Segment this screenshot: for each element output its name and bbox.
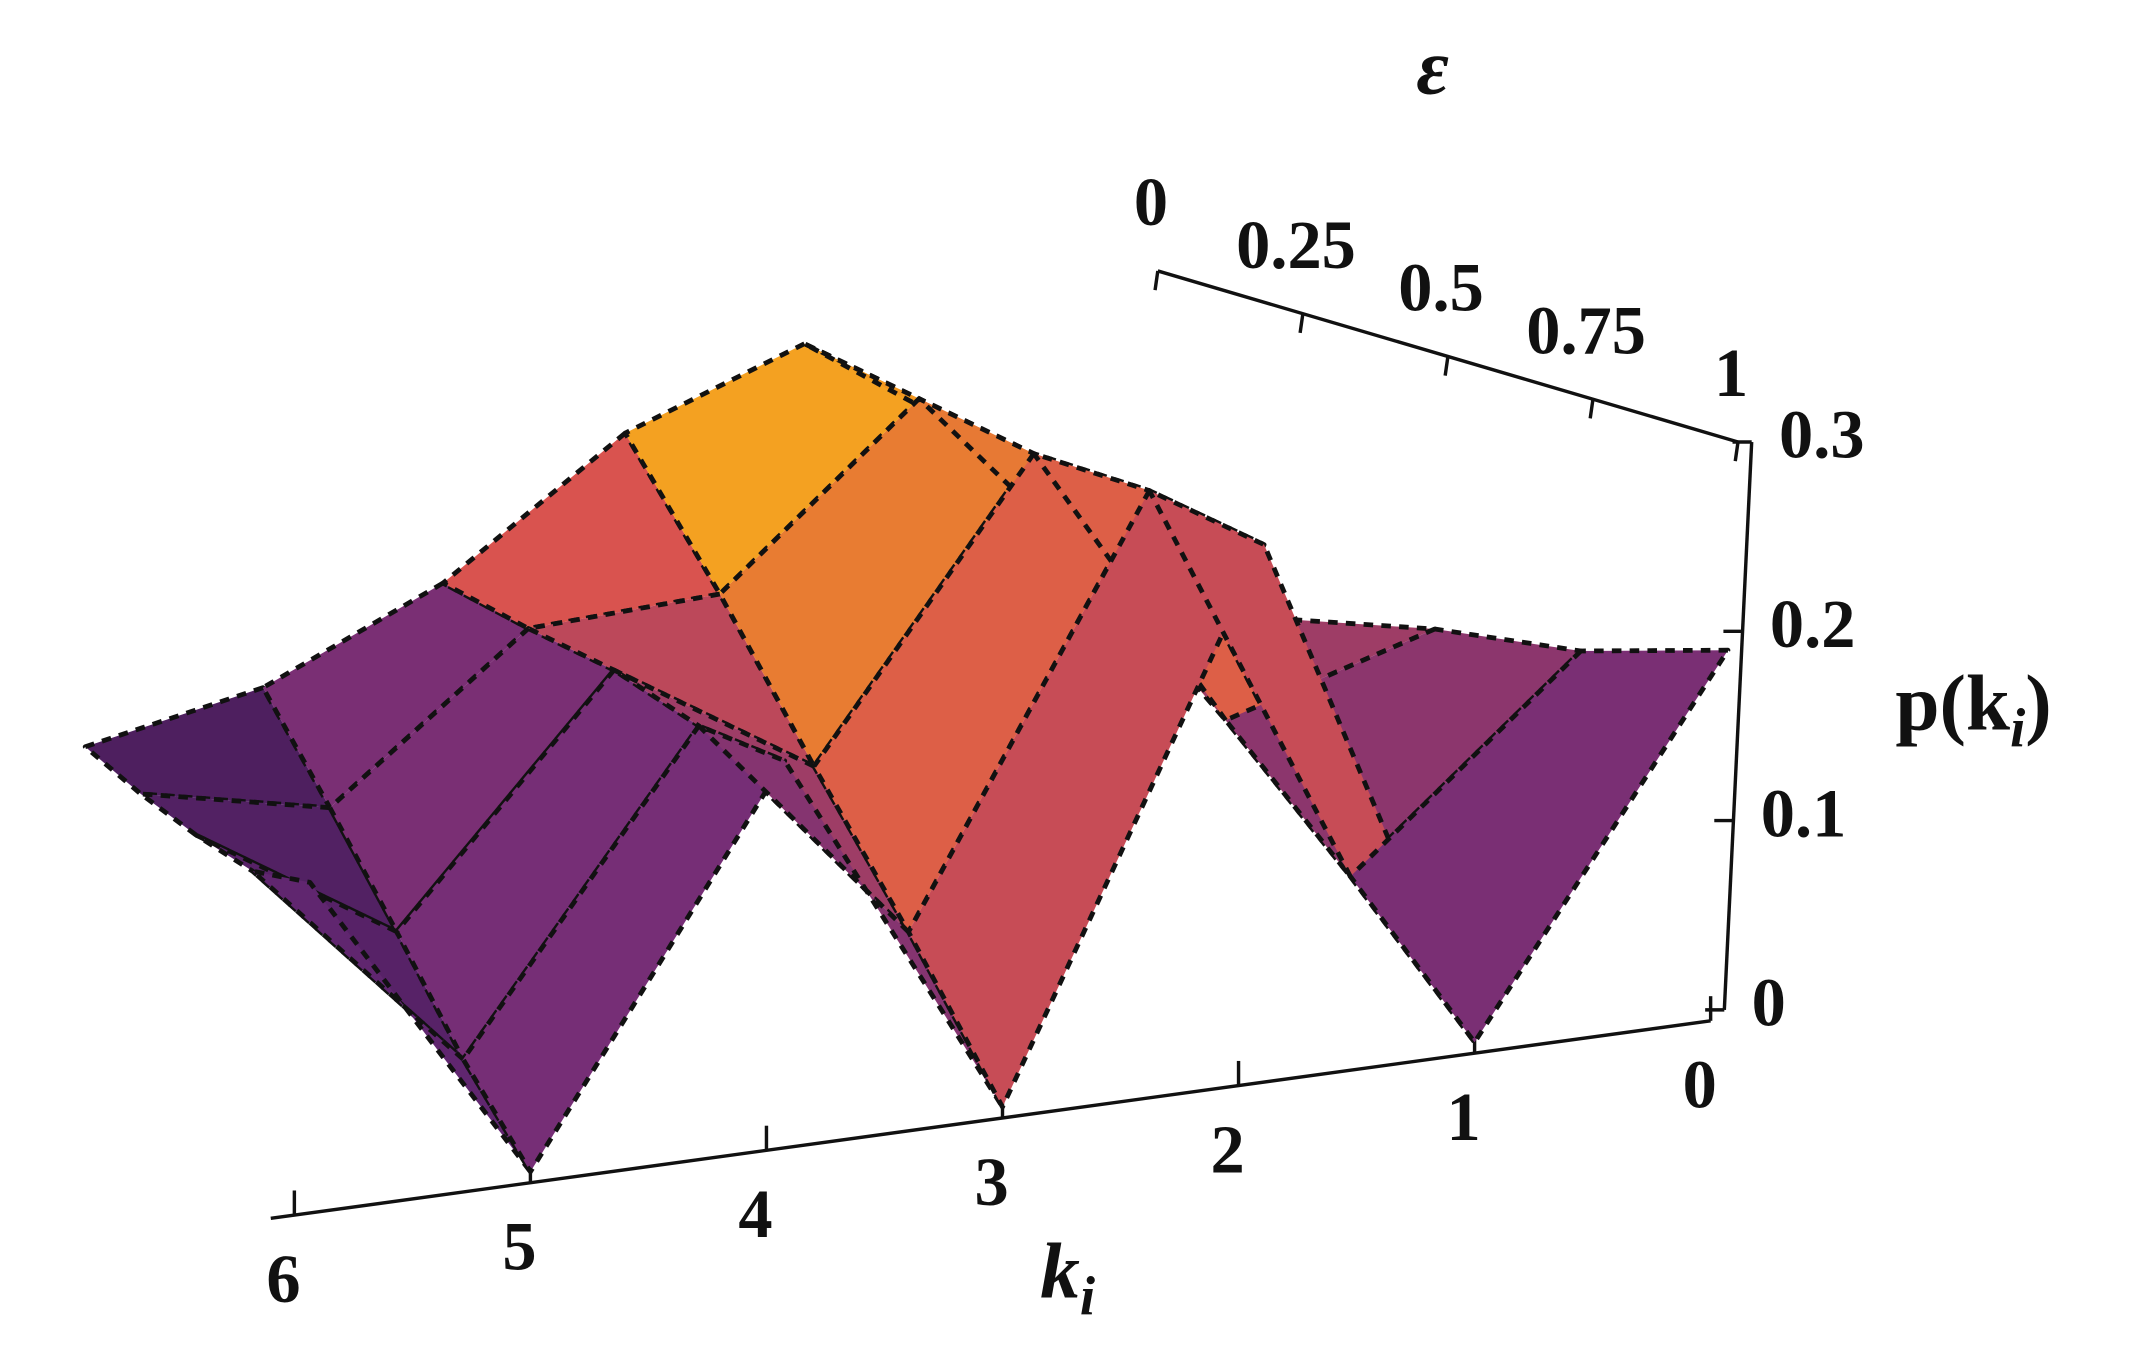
x-tick-label: 2 bbox=[1210, 1111, 1244, 1187]
y-tick-label: 1 bbox=[1714, 335, 1748, 411]
surface-patch bbox=[250, 868, 533, 1175]
x-tick-label: 1 bbox=[1447, 1079, 1481, 1155]
z-axis-line bbox=[1722, 441, 1754, 1010]
z-tick-label: 0.2 bbox=[1770, 586, 1856, 662]
x-label-main: k bbox=[1040, 1228, 1080, 1316]
x-label-sub: i bbox=[1080, 1265, 1095, 1326]
z-tick-label: 0.3 bbox=[1779, 397, 1865, 473]
z-tick-label: 0 bbox=[1752, 965, 1786, 1041]
x-tick-label: 3 bbox=[974, 1144, 1008, 1220]
y-axis-label: ε bbox=[1416, 23, 1449, 111]
x-axis-label: ki bbox=[1040, 1228, 1095, 1326]
z-label-main: p(k bbox=[1895, 660, 2011, 748]
z-axis-label: p(ki) bbox=[1895, 660, 2051, 758]
y-tick bbox=[1153, 270, 1160, 291]
surface-patch bbox=[138, 791, 400, 935]
y-tick-label: 0.75 bbox=[1526, 292, 1646, 368]
y-tick-label: 0.5 bbox=[1398, 250, 1484, 326]
surface-patch bbox=[622, 341, 922, 597]
x-tick-label: 5 bbox=[502, 1209, 536, 1285]
surface-patch bbox=[906, 488, 1267, 1110]
y-tick-label: 0 bbox=[1134, 164, 1168, 240]
y-tick bbox=[1588, 398, 1595, 419]
surface-patch bbox=[1347, 647, 1731, 1045]
surface-patch bbox=[327, 626, 617, 935]
surface-patch bbox=[82, 685, 333, 811]
y-tick bbox=[1733, 441, 1740, 462]
y-tick bbox=[1298, 313, 1305, 334]
surface-patch bbox=[717, 396, 1037, 769]
z-tick-label: 0.1 bbox=[1761, 775, 1847, 851]
z-label-end: ) bbox=[2025, 660, 2051, 748]
y-tick bbox=[1443, 356, 1450, 376]
x-axis-line bbox=[270, 1019, 1711, 1221]
y-tick-label: 0.25 bbox=[1236, 207, 1356, 283]
z-label-sub: i bbox=[2010, 697, 2025, 758]
x-tick-label: 4 bbox=[738, 1176, 772, 1252]
x-tick-label: 0 bbox=[1683, 1047, 1717, 1123]
x-tick-label: 6 bbox=[266, 1241, 300, 1317]
